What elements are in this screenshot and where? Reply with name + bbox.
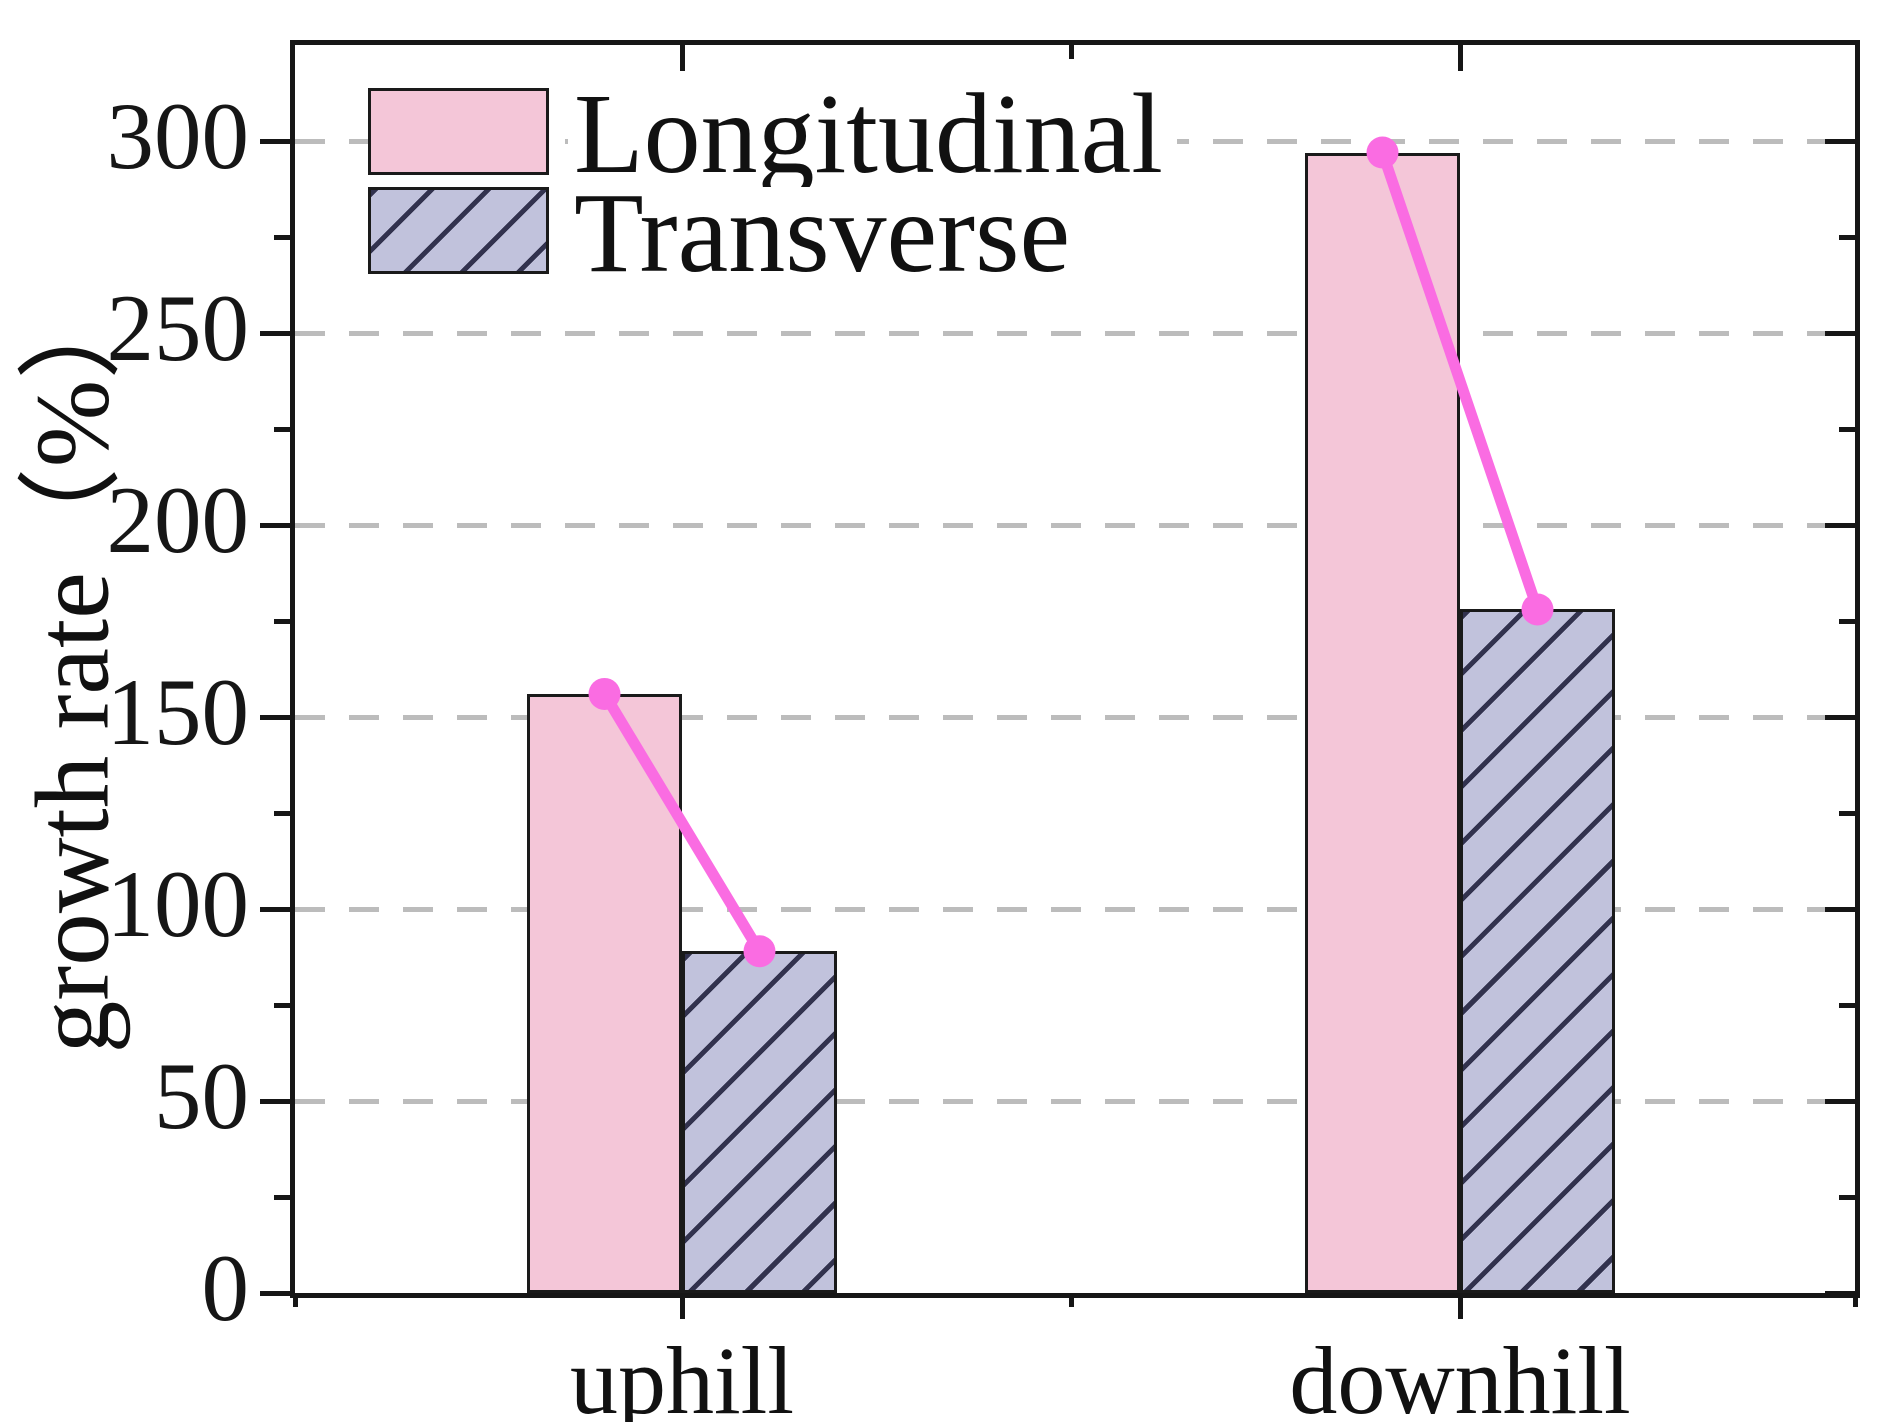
bar-transverse-uphill: [682, 951, 837, 1293]
y-tick-label: 200: [106, 466, 250, 573]
y-axis-minor-tick: [274, 234, 290, 240]
x-axis-boundary-tick: [1852, 1293, 1858, 1307]
y-axis-right-tick: [1825, 714, 1855, 720]
bar-longitudinal-downhill: [1305, 152, 1460, 1293]
x-axis-top-tick: [1457, 45, 1463, 71]
x-category-label-uphill: uphill: [569, 1327, 794, 1422]
y-axis-major-tick: [260, 1290, 290, 1296]
gridline-250: [295, 330, 1855, 336]
legend-swatch-longitudinal: [368, 88, 549, 175]
legend-swatch-transverse: [368, 187, 549, 274]
plot-area: Longitudinal Transverse 0 50 100 150 200 250 3…: [107, 40, 1860, 1422]
y-axis-right-tick: [1825, 1098, 1855, 1104]
y-axis-minor-tick: [274, 426, 290, 432]
gridline-50: [295, 1098, 1855, 1104]
y-axis-right-tick: [1825, 138, 1855, 144]
gridline-200: [295, 522, 1855, 528]
x-axis-boundary-tick: [1068, 1293, 1074, 1307]
x-axis-center-tick: [1457, 1293, 1463, 1319]
y-tick-label: 100: [106, 850, 250, 957]
y-tick-label: 300: [106, 82, 250, 189]
y-axis-minor-tick: [274, 810, 290, 816]
y-tick-label: 150: [106, 658, 250, 765]
y-tick-label: 50: [154, 1042, 249, 1149]
y-axis-major-tick: [260, 330, 290, 336]
y-axis-major-tick: [260, 138, 290, 144]
y-axis-right-minor-tick: [1839, 1194, 1855, 1200]
bar-transverse-downhill: [1460, 609, 1615, 1293]
y-axis-major-tick: [260, 714, 290, 720]
y-axis-major-tick: [260, 1098, 290, 1104]
y-axis-right-minor-tick: [1839, 426, 1855, 432]
y-axis-right-minor-tick: [1839, 618, 1855, 624]
x-category-label-downhill: downhill: [1289, 1327, 1631, 1422]
y-axis-right-minor-tick: [1839, 810, 1855, 816]
gridline-100: [295, 906, 1855, 912]
y-tick-label: 0: [201, 1234, 250, 1341]
y-axis-right-tick: [1825, 906, 1855, 912]
gridline-150: [295, 714, 1855, 720]
gridline-300: [295, 138, 1855, 144]
legend-label-longitudinal: Longitudinal: [568, 77, 1177, 191]
legend-label-transverse: Transverse: [568, 176, 1085, 290]
y-axis-right-tick: [1825, 522, 1855, 528]
y-axis-minor-tick: [274, 1002, 290, 1008]
y-axis-major-tick: [260, 906, 290, 912]
y-axis-minor-tick: [274, 1194, 290, 1200]
x-axis-top-tick: [679, 45, 685, 71]
y-axis-right-tick: [1825, 1290, 1855, 1296]
x-axis-center-tick: [679, 1293, 685, 1319]
y-axis-right-minor-tick: [1839, 1002, 1855, 1008]
y-tick-label: 250: [106, 274, 250, 381]
y-axis-minor-tick: [274, 618, 290, 624]
bar-longitudinal-uphill: [527, 693, 682, 1293]
x-axis-boundary-tick: [292, 1293, 298, 1307]
y-axis-right-tick: [1825, 330, 1855, 336]
y-axis-major-tick: [260, 522, 290, 528]
y-axis-right-minor-tick: [1839, 234, 1855, 240]
x-axis-top-boundary-tick: [1068, 45, 1074, 59]
